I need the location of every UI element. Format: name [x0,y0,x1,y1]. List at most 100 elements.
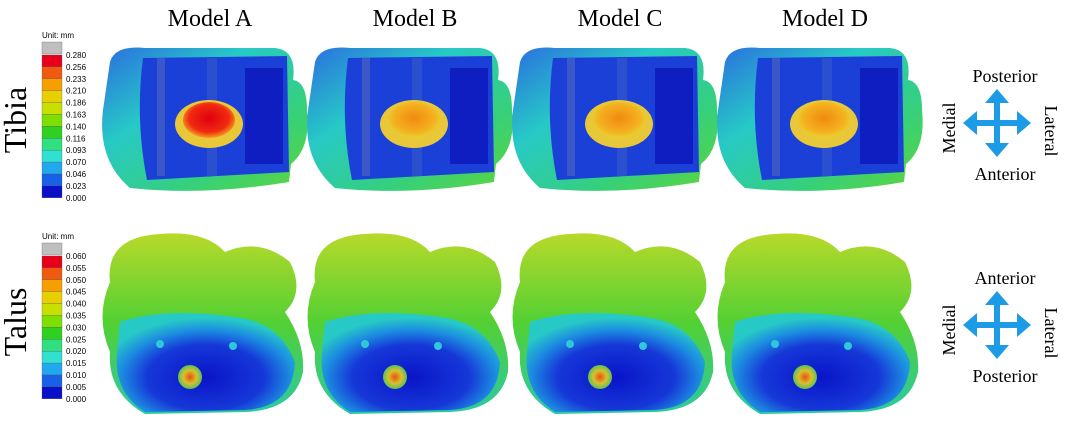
talus-render [102,233,304,414]
orientation-label: Medial [939,103,959,154]
legend-swatch [41,150,63,163]
column-header: Model B [373,6,458,32]
legend-unit: Unit: mm [42,31,74,40]
peg [566,340,574,348]
groove [362,58,370,176]
legend-tick-label: 0.116 [66,134,86,143]
bone-panel [245,68,283,164]
bone-core [116,313,295,412]
arrow-head [963,111,977,135]
arrow-head [985,143,1009,157]
groove [772,58,780,176]
arrow-head [963,313,977,337]
implant-ball [178,365,202,389]
legend-tick-label: 0.280 [66,51,87,60]
peg [771,340,779,348]
legend-swatch [41,255,63,269]
arrow-shaft [971,120,1023,126]
implant-hotspot [183,102,235,138]
legend-swatch [41,315,63,328]
legend-swatch [41,351,63,364]
implant-hotspot [593,102,645,138]
row-label: Talus [0,288,33,357]
legend-swatch [41,54,63,68]
orientation-compass: Posterior Anterior Medial Lateral [939,66,1061,184]
legend-tick-label: 0.093 [66,146,87,155]
legend-swatch [41,242,63,256]
legend-tick-label: 0.070 [66,158,87,167]
column-header: Model A [168,6,253,32]
orientation-compass: Anterior Posterior Medial Lateral [939,268,1061,386]
implant-ball [793,365,817,389]
peg [434,342,442,350]
legend-swatch [41,362,63,376]
orientation-label: Lateral [1041,106,1061,157]
legend-swatch [41,267,63,280]
legend-swatch [41,114,63,127]
legend-swatch [41,90,63,103]
legend-swatch [41,185,63,198]
color-legend: Unit: mm 0.060 0.055 0.050 0.045 0.040 0.035 0.… [41,232,87,404]
arrow-head [985,291,1009,305]
legend-swatch [41,126,63,139]
peg [361,340,369,348]
legend-swatch [41,66,63,79]
legend-swatch [41,339,63,352]
arrow-shaft [971,322,1023,328]
tibia-render [512,47,718,191]
orientation-label: Posterior [973,66,1038,86]
legend-tick-label: 0.233 [66,75,87,84]
legend-swatch [41,161,63,175]
orientation-label: Lateral [1041,308,1061,359]
legend-swatch [41,78,63,91]
legend-tick-label: 0.045 [66,288,87,297]
legend-tick-label: 0.046 [66,170,87,179]
color-legend: Unit: mm 0.280 0.256 0.233 0.210 0.186 0.163 0.… [41,31,87,203]
peg [844,342,852,350]
arrow-head [1017,111,1031,135]
legend-tick-label: 0.055 [66,264,87,273]
orientation-label: Posterior [973,366,1038,386]
legend-tick-label: 0.035 [66,312,87,321]
bone-core [731,313,910,412]
peg [156,340,164,348]
groove [157,58,165,176]
bone-core [526,313,705,412]
legend-tick-label: 0.010 [66,371,87,380]
tibia-render [102,47,308,191]
tibia-render [307,47,513,191]
legend-swatch [41,303,63,316]
talus-render [512,233,714,414]
implant-ball [383,365,407,389]
implant-hotspot [388,102,440,138]
row-label: Tibia [0,87,33,153]
peg [229,342,237,350]
legend-swatch [41,291,63,304]
legend-tick-label: 0.163 [66,111,87,120]
talus-render [717,233,919,414]
legend-swatch [41,138,63,151]
legend-tick-label: 0.040 [66,300,87,309]
implant-hotspot [798,102,850,138]
legend-tick-label: 0.030 [66,323,87,332]
legend-tick-label: 0.005 [66,383,87,392]
column-header: Model D [782,6,868,32]
arrow-head [985,89,1009,103]
orientation-label: Anterior [975,268,1036,288]
arrow-head [985,345,1009,359]
legend-swatch [41,327,63,340]
tibia-render [717,47,923,191]
arrow-head [1017,313,1031,337]
legend-tick-label: 0.256 [66,63,87,72]
legend-tick-label: 0.025 [66,335,87,344]
legend-swatch [41,41,63,55]
legend-tick-label: 0.060 [66,252,87,261]
legend-tick-label: 0.015 [66,359,87,368]
bone-panel [450,68,488,164]
legend-swatch [41,173,63,187]
peg [639,342,647,350]
legend-swatch [41,386,63,399]
column-header: Model C [578,6,663,32]
